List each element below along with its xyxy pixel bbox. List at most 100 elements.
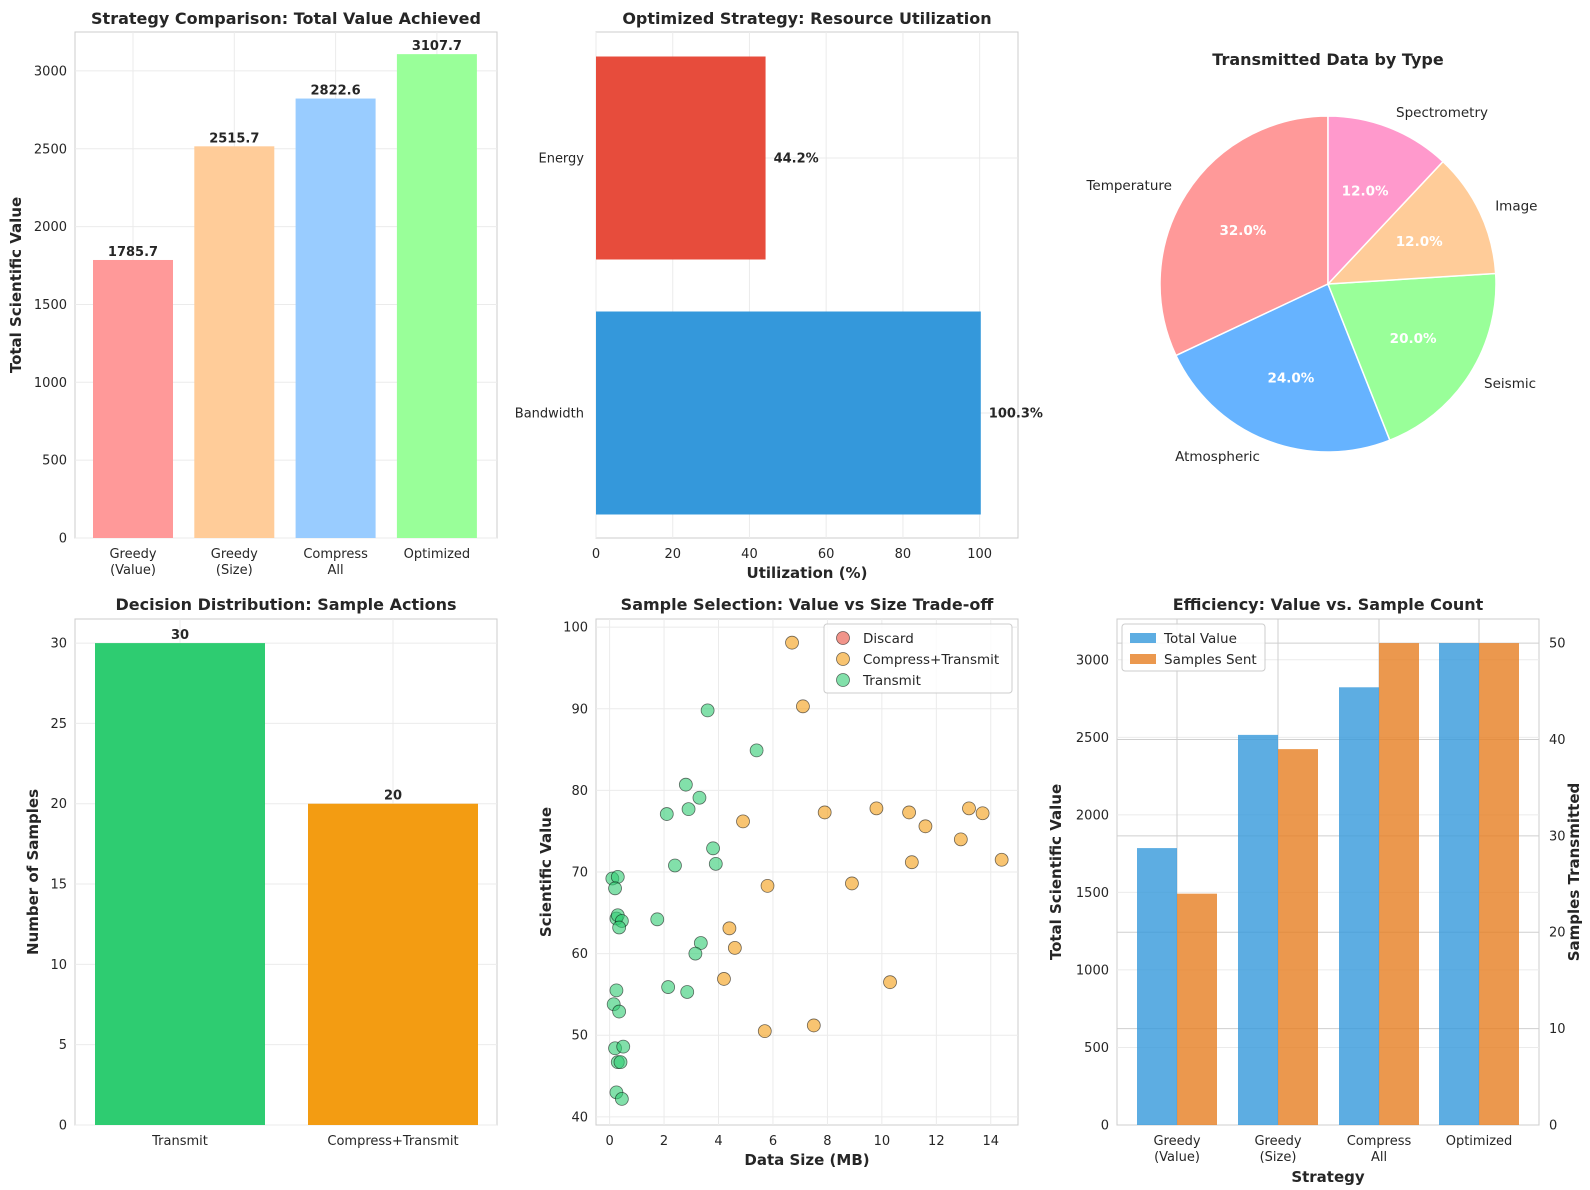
x-tick-label: 2	[660, 1134, 668, 1149]
hbar-0	[596, 56, 766, 260]
y-tick-label-right: 30	[1549, 829, 1566, 844]
x-tick-label: 6	[769, 1134, 777, 1149]
pie-percent-label: 12.0%	[1396, 234, 1443, 250]
y-tick-label: 25	[50, 717, 67, 732]
scatter-point-compress-transmit	[902, 805, 916, 820]
y-tick-label-left: 1500	[1076, 886, 1109, 901]
x-axis-label: Data Size (MB)	[744, 1151, 869, 1169]
legend-label: Transmit	[862, 673, 921, 689]
scatter-point-compress-transmit	[904, 855, 919, 870]
scatter-point-compress-transmit	[796, 699, 810, 714]
x-tick-label: 14	[983, 1134, 1000, 1149]
y-tick-label: 50	[571, 1029, 588, 1044]
y-tick-label-left: 1000	[1076, 963, 1109, 978]
legend-label: Samples Sent	[1164, 652, 1257, 668]
x-tick-label: 10	[874, 1134, 891, 1149]
scatter-point-compress-transmit	[717, 972, 731, 986]
scatter-point-transmit	[616, 1039, 631, 1054]
scatter-point-compress-transmit	[953, 832, 968, 847]
scatter-point-transmit	[668, 858, 682, 873]
pie-category-label: Spectrometry	[1396, 105, 1488, 121]
scatter-point-compress-transmit	[785, 635, 799, 650]
pie-category-label: Temperature	[1085, 178, 1172, 194]
scatter-point-transmit	[612, 920, 627, 935]
y-tick-label-right: 0	[1549, 1119, 1557, 1134]
y-tick-label-right: 20	[1549, 926, 1566, 941]
hbar-1	[596, 311, 981, 515]
scatter-point-transmit	[680, 985, 695, 999]
x-tick-label: Compress+Transmit	[327, 1134, 458, 1149]
pie-slice-2	[1326, 272, 1497, 442]
panel-resource-utilization: 0 20 40 60 80 100 44.2% Energy 100.3% Bandwidth O…	[515, 9, 1043, 582]
panel-value-vs-size: 0 2 4 6 8 10 12 14 40 50 60 70 80 90 100 Discard Compre…	[537, 595, 1019, 1169]
scatter-point-transmit	[688, 946, 703, 961]
y-axis-label: Total Scientific Value	[7, 197, 25, 373]
scatter-point-transmit	[692, 790, 707, 805]
bar-samples-sent-3	[1479, 643, 1519, 1125]
y-tick-label: 90	[571, 702, 588, 717]
y-tick-label: Energy	[538, 152, 584, 167]
x-tick-label: 0	[605, 1134, 613, 1149]
y-tick-label: 3000	[34, 64, 67, 79]
y-tick-label: 0	[59, 1119, 67, 1134]
legend-label: Discard	[863, 631, 914, 647]
y-tick-label: 40	[571, 1110, 588, 1125]
y-tick-label: 500	[42, 454, 67, 469]
bar-value-label: 44.2%	[774, 152, 819, 167]
bar-total-value-2	[1339, 687, 1379, 1125]
legend-swatch	[1130, 633, 1156, 643]
scatter-point-compress-transmit	[806, 1018, 821, 1033]
scatter-point-compress-transmit	[722, 921, 737, 936]
bar-value-label: 30	[171, 628, 189, 643]
bar-value-label: 2515.7	[209, 131, 259, 146]
scatter-point-transmit	[612, 1004, 627, 1019]
x-tick-label: 0	[592, 547, 600, 562]
x-tick-label: Optimized	[404, 547, 471, 562]
bar-value-label: 1785.7	[108, 245, 158, 260]
scatter-point-transmit	[650, 912, 665, 927]
y-tick-label: 10	[50, 958, 67, 973]
scatter-point-compress-transmit	[817, 805, 832, 820]
scatter-point-compress-transmit	[962, 801, 976, 816]
scatter-point-compress-transmit	[883, 975, 897, 990]
pie-percent-label: 12.0%	[1342, 183, 1389, 199]
pie-slice-3	[1326, 160, 1497, 285]
scatter-point-transmit	[659, 807, 674, 821]
scatter-point-compress-transmit	[757, 1024, 772, 1039]
pie-percent-label: 32.0%	[1219, 223, 1266, 239]
y-tick-label: 80	[571, 784, 588, 799]
y-tick-label: 100	[563, 621, 588, 636]
bar-1	[194, 146, 275, 538]
pie-percent-label: 20.0%	[1390, 331, 1437, 347]
x-tick-label: Transmit	[151, 1134, 208, 1149]
scatter-point-transmit	[610, 869, 625, 884]
scatter-point-compress-transmit	[736, 814, 750, 829]
bar-samples-sent-2	[1379, 643, 1419, 1125]
x-tick-label: 12	[928, 1134, 945, 1149]
scatter-point-compress-transmit	[975, 806, 990, 821]
x-tick-label: Optimized	[1446, 1134, 1513, 1149]
y-tick-label: 1500	[34, 298, 67, 313]
bar-2	[295, 98, 376, 538]
pie-slice-0	[1159, 115, 1329, 357]
scatter-point-transmit	[749, 743, 764, 758]
legend-marker	[836, 652, 850, 666]
scatter-point-compress-transmit	[994, 852, 1009, 867]
x-tick-label: 40	[741, 547, 758, 562]
scatter-point-compress-transmit	[918, 819, 933, 834]
chart-title: Optimized Strategy: Resource Utilization	[622, 9, 991, 28]
y-tick-label-left: 2000	[1076, 808, 1109, 823]
chart-title: Transmitted Data by Type	[1212, 50, 1444, 69]
bar-value-label: 20	[384, 789, 402, 804]
x-tick-label: 80	[895, 547, 912, 562]
legend-label: Compress+Transmit	[863, 652, 999, 668]
chart-title: Sample Selection: Value vs Size Trade-of…	[621, 595, 995, 614]
pie-category-label: Seismic	[1484, 376, 1536, 392]
bar-0	[93, 259, 173, 538]
chart-title: Efficiency: Value vs. Sample Count	[1173, 595, 1484, 614]
pie-percent-label: 24.0%	[1267, 371, 1314, 387]
legend-box	[823, 623, 1013, 694]
scatter-point-transmit	[608, 881, 622, 896]
scatter-point-transmit	[613, 1055, 628, 1070]
